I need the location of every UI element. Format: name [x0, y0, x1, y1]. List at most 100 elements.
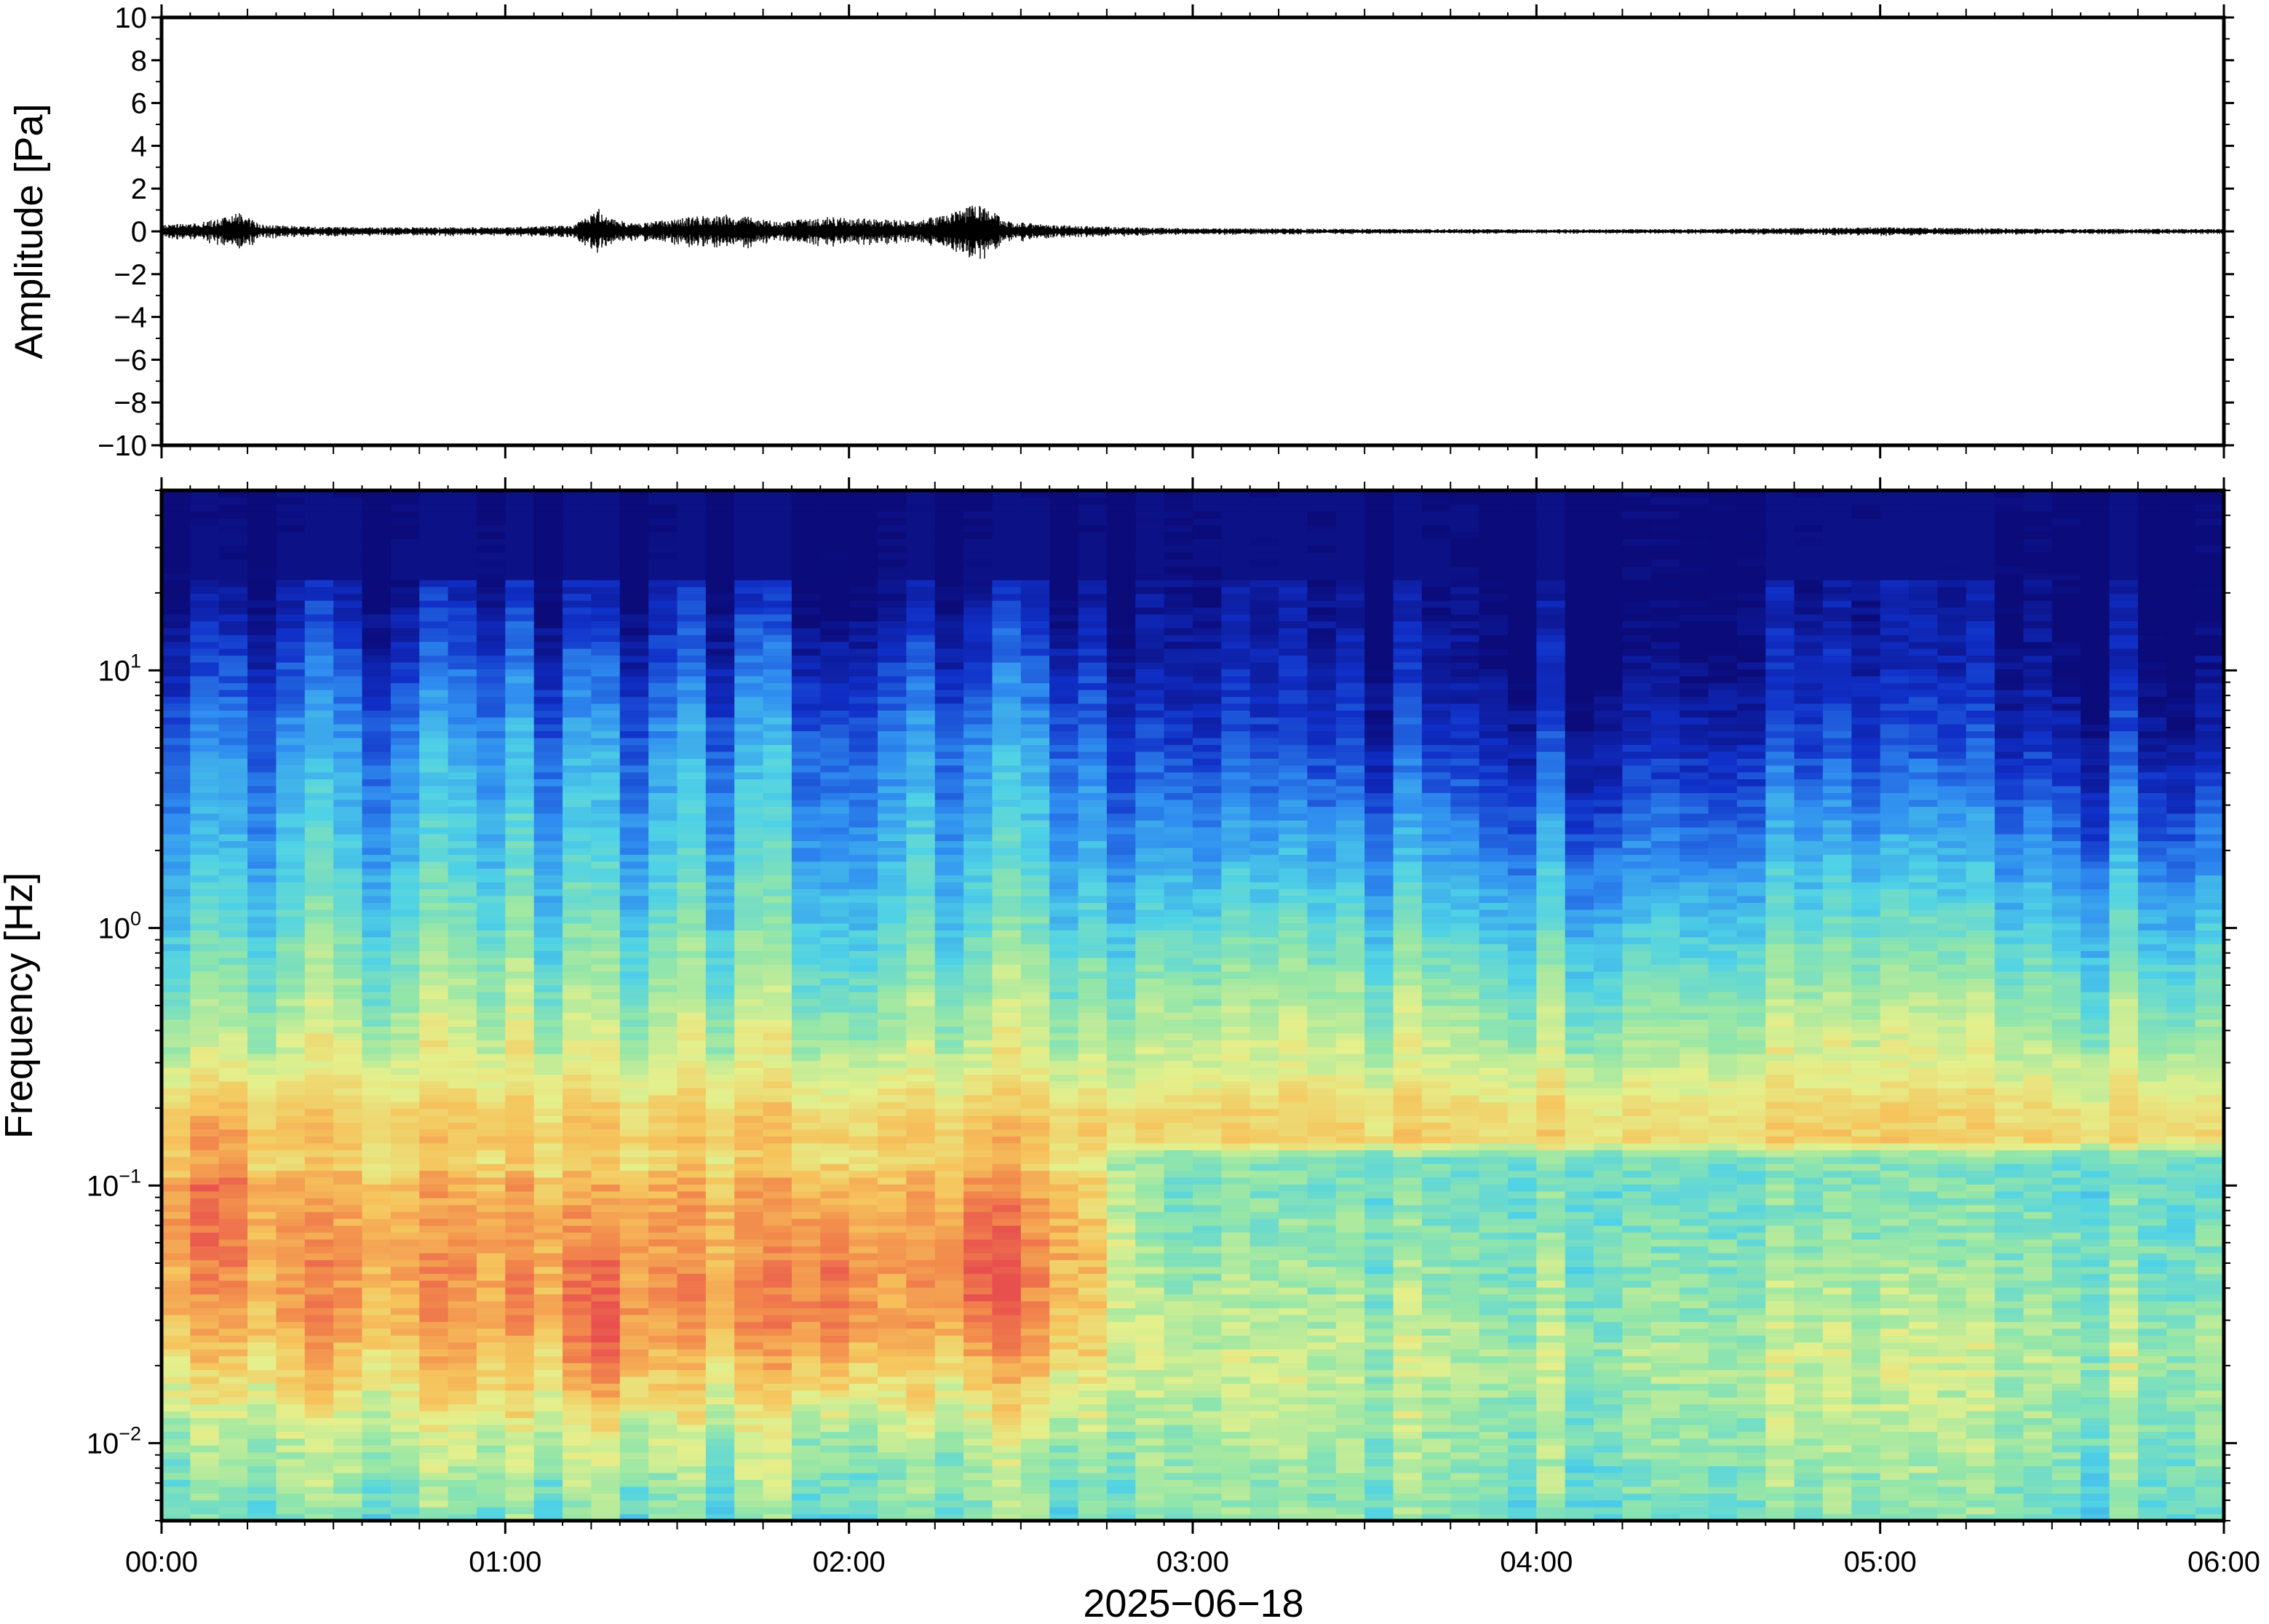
spectrogram-cell: [333, 882, 363, 890]
spectrogram-cell: [390, 655, 420, 663]
spectrogram-cell: [1049, 1410, 1079, 1418]
spectrogram-cell: [162, 1513, 191, 1521]
spectrogram-cell: [1020, 1369, 1050, 1377]
spectrogram-cell: [162, 1094, 191, 1102]
spectrogram-cell: [304, 1170, 334, 1178]
spectrogram-cell: [619, 1184, 649, 1192]
spectrogram-cell: [390, 1129, 420, 1137]
spectrogram-cell: [476, 696, 506, 704]
spectrogram-cell: [276, 923, 306, 931]
spectrogram-cell: [734, 517, 764, 525]
spectrogram-cell: [963, 1040, 993, 1048]
spectrogram-cell: [1020, 641, 1050, 649]
spectrogram-cell: [563, 538, 592, 546]
spectrogram-cell: [476, 785, 506, 793]
spectrogram-cell: [533, 923, 563, 931]
spectrogram-cell: [218, 1376, 248, 1384]
spectrogram-cell: [333, 1074, 363, 1082]
spectrogram-cell: [934, 1307, 964, 1315]
spectrogram-cell: [963, 1328, 993, 1336]
spectrogram-cell: [162, 503, 191, 512]
spectrogram-cell: [849, 1177, 878, 1185]
spectrogram-cell: [619, 1513, 649, 1521]
spectrogram-cell: [333, 696, 363, 704]
spectrogram-cell: [218, 1156, 248, 1164]
spectrogram-cell: [934, 1300, 964, 1308]
spectrogram-cell: [448, 586, 477, 594]
spectrogram-cell: [505, 1397, 535, 1405]
spectrogram-cell: [162, 1218, 191, 1226]
spectrogram-cell: [591, 1026, 621, 1034]
spectrogram-cell: [218, 613, 248, 621]
spectrogram-cell: [247, 1238, 277, 1246]
spectrogram-cell: [734, 1156, 764, 1164]
spectrogram-cell: [934, 792, 964, 800]
spectrogram-cell: [677, 1102, 707, 1110]
spectrogram-cell: [1049, 1369, 1079, 1377]
spectrogram-cell: [820, 1006, 850, 1014]
spectrogram-cell: [1049, 1170, 1079, 1178]
spectrogram-cell: [878, 978, 907, 986]
spectrogram-cell: [820, 1294, 850, 1302]
spectrogram-cell: [619, 559, 649, 567]
spectrogram-cell: [619, 978, 649, 986]
spectrogram-cell: [304, 586, 334, 594]
spectrogram-cell: [390, 744, 420, 752]
spectrogram-cell: [505, 1513, 535, 1521]
spectrogram-cell: [591, 1513, 621, 1521]
spectrogram-cell: [1020, 868, 1050, 876]
spectrogram-cell: [705, 634, 735, 642]
spectrogram-cell: [505, 1074, 535, 1082]
spectrogram-cell: [362, 1177, 392, 1185]
spectrogram-cell: [763, 600, 792, 608]
spectrogram-cell: [906, 1507, 936, 1515]
spectrogram-cell: [963, 1094, 993, 1102]
spectrogram-cell: [677, 1424, 707, 1432]
spectrogram-cell: [390, 696, 420, 704]
spectrogram-cell: [963, 607, 993, 615]
spectrogram-cell: [247, 573, 277, 581]
spectrogram-cell: [820, 916, 850, 924]
spectrogram-cell: [992, 1280, 1022, 1288]
spectrogram-cell: [419, 593, 449, 601]
spectrogram-cell: [963, 503, 993, 512]
spectrogram-cell: [533, 916, 563, 924]
spectrogram-cell: [992, 1362, 1022, 1370]
spectrogram-cell: [505, 971, 535, 979]
spectrogram-cell: [362, 1246, 392, 1254]
spectrogram-cell: [563, 627, 592, 635]
spectrogram-cell: [390, 593, 420, 601]
spectrogram-cell: [1020, 1445, 1050, 1453]
spectrogram-cell: [419, 875, 449, 883]
spectrogram-cell: [162, 669, 191, 677]
spectrogram-cell: [304, 813, 334, 821]
spectrogram-cell: [362, 1500, 392, 1508]
spectrogram-cell: [734, 792, 764, 800]
spectrogram-cell: [677, 1280, 707, 1288]
spectrogram-cell: [878, 1238, 907, 1246]
spectrogram-cell: [849, 1452, 878, 1460]
spectrogram-cell: [390, 772, 420, 780]
spectrogram-cell: [247, 538, 277, 546]
spectrogram-cell: [533, 1012, 563, 1020]
spectrogram-cell: [533, 1390, 563, 1398]
spectrogram-cell: [992, 806, 1022, 814]
spectrogram-cell: [190, 1431, 220, 1439]
spectrogram-cell: [162, 1211, 191, 1219]
spectrogram-cell: [648, 1232, 678, 1240]
spectrogram-cell: [820, 627, 850, 635]
spectrogram-cell: [734, 675, 764, 683]
spectrogram-cell: [820, 765, 850, 773]
spectrogram-cell: [878, 1376, 907, 1384]
spectrogram-cell: [619, 1115, 649, 1123]
spectrogram-cell: [333, 902, 363, 910]
spectrogram-cell: [390, 840, 420, 848]
spectrogram-cell: [963, 1054, 993, 1062]
spectrogram-cell: [934, 1397, 964, 1405]
spectrogram-cell: [419, 902, 449, 910]
spectrogram-cell: [763, 964, 792, 972]
spectrogram-cell: [791, 998, 821, 1006]
spectrogram-cell: [390, 1088, 420, 1096]
spectrogram-cell: [619, 1438, 649, 1446]
spectrogram-cell: [419, 834, 449, 842]
